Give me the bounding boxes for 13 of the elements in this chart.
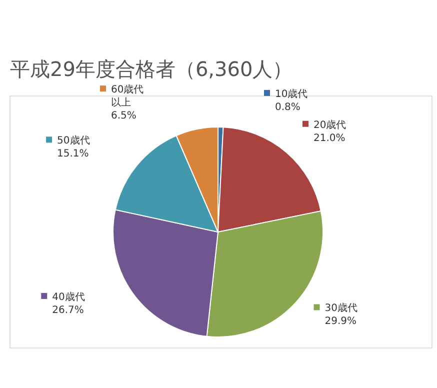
- data-label: 21.0%: [314, 132, 346, 144]
- legend-label: 10歳代: [275, 88, 308, 100]
- legend-label: 30歳代: [324, 302, 358, 314]
- data-label: 0.8%: [275, 102, 300, 113]
- data-label: 6.5%: [111, 110, 136, 122]
- data-label: 29.9%: [324, 316, 357, 328]
- chart-title: 平成29年度合格者（6,360人）: [10, 57, 293, 81]
- legend-label: 40歳代: [52, 290, 85, 303]
- data-label: 26.7%: [52, 304, 84, 316]
- legend-label: 20歳代: [314, 118, 346, 131]
- data-label: 15.1%: [57, 148, 89, 160]
- legend-label: 60歳代以上: [111, 84, 144, 109]
- legend-label: 50歳代: [57, 134, 90, 147]
